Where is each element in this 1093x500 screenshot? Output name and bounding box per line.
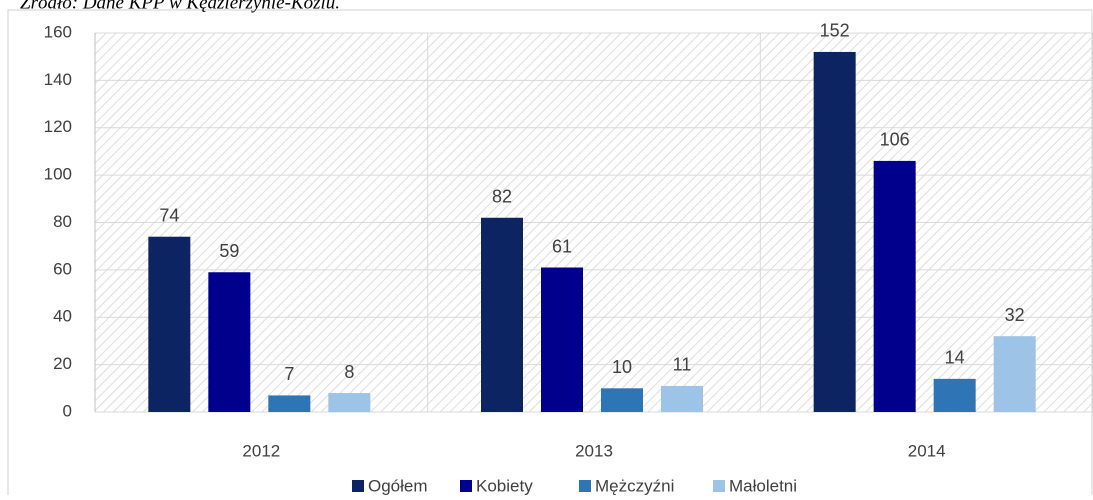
- bar: [993, 336, 1036, 412]
- data-label: 59: [219, 241, 239, 261]
- data-label: 106: [880, 130, 910, 150]
- data-label: 152: [820, 21, 850, 41]
- legend-label: Małoletni: [729, 476, 797, 495]
- data-label: 7: [284, 364, 294, 384]
- legend-swatch: [460, 480, 472, 492]
- y-tick-label: 120: [44, 117, 72, 136]
- data-label: 61: [552, 236, 572, 256]
- chart-title: Źródło: Dane KPP w Kędzierzynie-Koźlu.: [20, 0, 340, 13]
- y-tick-label: 100: [44, 165, 72, 184]
- x-tick-label: 2013: [575, 441, 613, 460]
- y-tick-label: 0: [63, 401, 72, 420]
- legend-swatch: [579, 480, 591, 492]
- x-tick-label: 2014: [908, 441, 946, 460]
- data-label: 8: [344, 362, 354, 382]
- data-label: 82: [492, 187, 512, 207]
- bar: [208, 272, 251, 412]
- legend-swatch: [713, 480, 725, 492]
- y-tick-label: 20: [53, 354, 72, 373]
- bar: [873, 160, 916, 412]
- bar: [813, 51, 856, 412]
- y-tick-label: 160: [44, 22, 72, 41]
- bar: [268, 395, 311, 412]
- bar: [541, 267, 583, 412]
- data-label: 14: [945, 348, 965, 368]
- bar: [148, 236, 191, 412]
- data-label: 10: [612, 357, 632, 377]
- legend-label: Ogółem: [368, 476, 428, 495]
- y-tick-label: 40: [53, 307, 72, 326]
- y-tick-label: 80: [53, 212, 72, 231]
- bar: [328, 393, 371, 412]
- y-tick-label: 140: [44, 70, 72, 89]
- data-label: 74: [159, 205, 179, 225]
- data-label: 11: [673, 355, 692, 375]
- legend-swatch: [352, 480, 364, 492]
- data-label: 32: [1005, 305, 1025, 325]
- legend-label: Kobiety: [476, 476, 533, 495]
- y-tick-label: 60: [53, 259, 72, 278]
- bar: [661, 385, 703, 412]
- bar: [481, 217, 523, 412]
- bar: [933, 378, 976, 412]
- legend-label: Mężczyźni: [595, 476, 674, 495]
- x-tick-label: 2012: [242, 441, 280, 460]
- bar: [601, 388, 643, 412]
